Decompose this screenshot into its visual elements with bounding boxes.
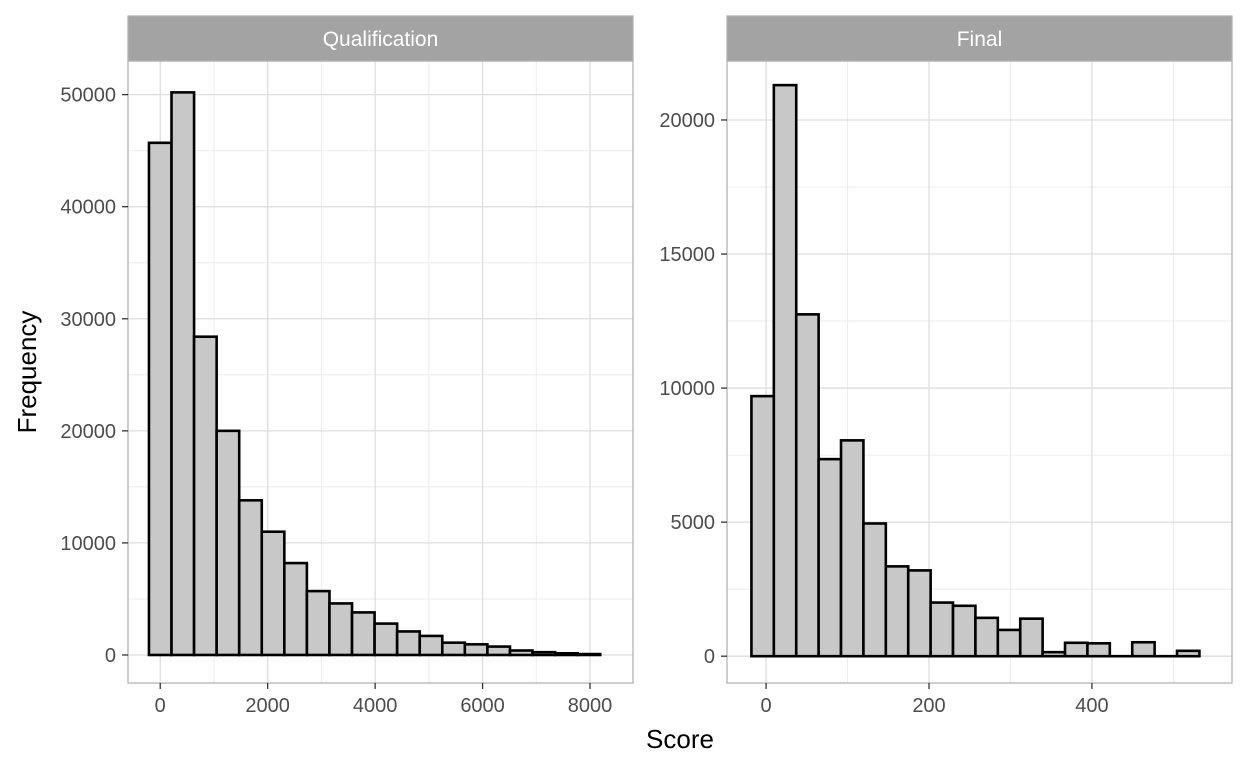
panel-qualification: Qualification 0 10000 20000 30000 40000 50000 0… xyxy=(60,15,634,717)
y-tick-label: 0 xyxy=(704,646,715,668)
histogram-bar xyxy=(862,522,888,658)
y-tick-label: 20000 xyxy=(60,421,116,443)
histogram-bar xyxy=(794,313,820,658)
histogram-bar xyxy=(373,622,399,657)
facet-strip xyxy=(127,15,634,62)
y-tick-label: 10000 xyxy=(60,533,116,555)
x-tick-label: 0 xyxy=(155,695,166,717)
histogram-bar xyxy=(192,335,218,657)
histogram-bar xyxy=(440,641,467,657)
histogram-bar xyxy=(1175,649,1201,658)
x-tick-label: 2000 xyxy=(245,695,290,717)
histogram-bar xyxy=(215,429,241,657)
facet-strip-label: Qualification xyxy=(323,28,439,51)
histogram-bar xyxy=(750,394,776,658)
y-tick-label: 5000 xyxy=(671,512,716,534)
panel-final: Final 0 5000 10000 15000 20000 0 200 400 xyxy=(659,15,1233,717)
histogram-bar xyxy=(531,650,557,657)
histogram-bar xyxy=(929,601,955,658)
histogram-bar xyxy=(906,569,932,658)
histogram-bar xyxy=(1041,650,1067,658)
facet-strip-label: Final xyxy=(957,28,1003,51)
histogram-bar xyxy=(508,649,534,657)
histogram-bar xyxy=(305,589,331,657)
histogram-bar xyxy=(350,611,376,657)
histogram-bar xyxy=(772,83,798,658)
histogram-bar xyxy=(147,141,173,657)
x-tick-label: 0 xyxy=(761,695,772,717)
x-tick-label: 6000 xyxy=(460,695,505,717)
histogram-bar xyxy=(553,652,579,657)
x-tick-label: 400 xyxy=(1075,695,1108,717)
histogram-bar xyxy=(1063,641,1089,658)
y-tick-label: 50000 xyxy=(60,85,116,107)
histogram-bar xyxy=(884,565,910,658)
y-tick-label: 10000 xyxy=(659,378,715,400)
x-tick-label: 4000 xyxy=(353,695,398,717)
histogram-bar xyxy=(996,628,1022,658)
histogram-bar xyxy=(418,634,444,657)
y-axis-title: Frequency xyxy=(12,311,42,434)
y-tick-label: 0 xyxy=(105,645,116,667)
histogram-bar xyxy=(1086,642,1112,658)
x-axis-title: Score xyxy=(646,724,714,754)
histogram-bar xyxy=(395,630,422,657)
histogram-bar xyxy=(237,499,264,657)
histogram-bar xyxy=(817,457,843,658)
histogram-bar xyxy=(463,643,489,657)
histogram-bar xyxy=(328,602,354,657)
histogram-bar xyxy=(170,91,196,657)
histogram-bar xyxy=(1018,617,1044,658)
histogram-bar xyxy=(839,439,865,658)
histogram-bar xyxy=(1130,640,1156,658)
y-tick-label: 30000 xyxy=(60,309,116,331)
histogram-bar xyxy=(974,616,1000,658)
histogram-bar xyxy=(260,530,286,657)
histogram-bar xyxy=(283,561,309,657)
y-tick-label: 20000 xyxy=(659,110,715,132)
histogram-bar xyxy=(486,645,512,657)
y-tick-label: 15000 xyxy=(659,244,715,266)
x-tick-label: 200 xyxy=(912,695,945,717)
x-tick-label: 8000 xyxy=(568,695,613,717)
facet-strip xyxy=(726,15,1233,62)
histogram-bar xyxy=(576,652,602,657)
y-tick-label: 40000 xyxy=(60,197,116,219)
histogram-bar xyxy=(951,604,977,658)
